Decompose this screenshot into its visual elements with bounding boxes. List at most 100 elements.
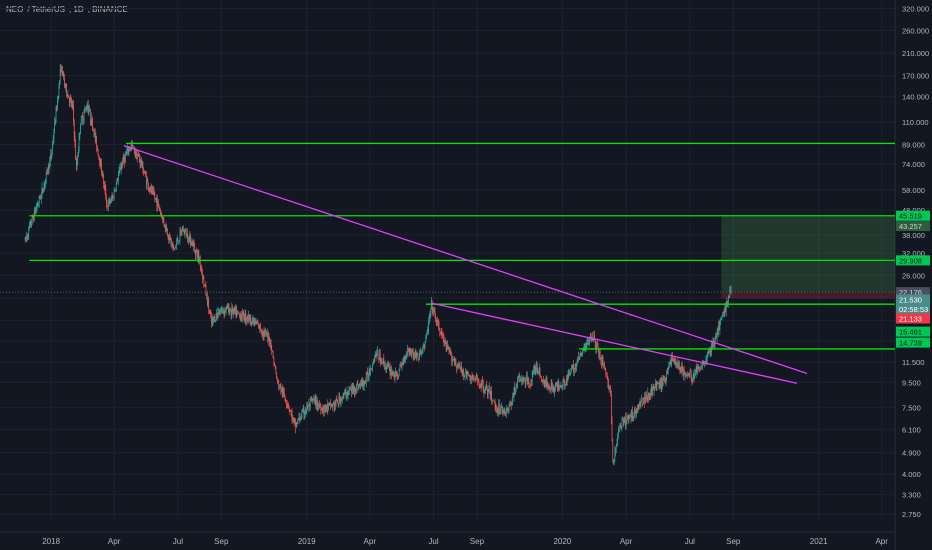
y-tick-label: 6.100 <box>902 425 921 434</box>
candle-body <box>531 372 533 382</box>
candle-body <box>435 315 436 322</box>
candle-body <box>121 162 123 167</box>
candle-body <box>504 411 506 415</box>
x-tick-label: Jul <box>428 537 438 546</box>
candle-body <box>704 360 706 364</box>
candle-body <box>654 388 656 391</box>
price-label-bg <box>896 287 930 298</box>
candle-body <box>28 226 30 237</box>
candle-body <box>730 290 731 293</box>
candle-body <box>43 190 44 193</box>
trend-lines[interactable] <box>123 145 807 384</box>
candle-body <box>648 392 649 398</box>
candle-body <box>201 268 203 273</box>
interval-label[interactable]: 1D <box>73 5 84 14</box>
candle-body <box>79 134 81 135</box>
candle-body <box>59 80 60 85</box>
candle-body <box>322 407 324 411</box>
candle-body <box>195 250 197 256</box>
candle-body <box>592 338 594 341</box>
candle-body <box>503 411 505 413</box>
candle-body <box>172 245 174 247</box>
candle-body <box>520 378 522 380</box>
candle-body <box>641 399 642 403</box>
candle-body <box>432 310 434 312</box>
price-label-bg <box>896 221 930 232</box>
candle-body <box>542 379 544 381</box>
trend-line <box>123 145 807 375</box>
candle-body <box>205 285 207 296</box>
candle-body <box>469 374 471 379</box>
candle-body <box>710 347 712 352</box>
candle-body <box>564 384 566 387</box>
candle-body <box>433 309 435 311</box>
candle-body <box>29 225 30 227</box>
candle-body <box>669 361 671 363</box>
candle-body <box>370 368 372 369</box>
candle-body <box>419 351 421 354</box>
candle-body <box>325 404 326 409</box>
candle-body <box>64 78 65 84</box>
candle-body <box>729 290 731 297</box>
candle-body <box>401 362 403 368</box>
candle-body <box>702 361 703 367</box>
candle-body <box>699 367 701 371</box>
candle-body <box>219 311 221 315</box>
candle-body <box>84 109 86 113</box>
trend-line <box>431 302 798 384</box>
candle-body <box>712 340 714 349</box>
price-label-bg <box>896 304 930 315</box>
candle-body <box>340 398 342 404</box>
candle-body <box>665 377 667 383</box>
candle-body <box>602 357 604 365</box>
candle-body <box>641 399 643 405</box>
candle-body <box>493 400 495 402</box>
candle-body <box>651 385 653 395</box>
x-tick-label: Apr <box>108 537 121 546</box>
candle-body <box>168 237 170 241</box>
candle-body <box>622 419 624 424</box>
candle-body <box>255 321 256 324</box>
candle-body <box>204 283 205 285</box>
candle-body <box>131 144 133 146</box>
candle-body <box>721 316 723 318</box>
candle-body <box>274 364 276 369</box>
candle-body <box>202 276 204 279</box>
candle-body <box>724 305 726 314</box>
y-tick-label: 58.000 <box>902 186 925 195</box>
candle-body <box>223 310 224 312</box>
time-axis[interactable]: 2018 Apr Jul Sep 2019 Apr Jul Sep 2020 Apr Jul Sep 2… <box>42 537 888 546</box>
candle-body <box>182 230 184 232</box>
candle-body <box>619 424 621 431</box>
candle-body <box>370 368 371 374</box>
candle-body <box>108 199 110 201</box>
candle-body <box>244 318 245 321</box>
candle-body <box>99 156 100 163</box>
candle-body <box>648 397 650 399</box>
horizontal-levels[interactable] <box>0 142 895 350</box>
candle-body <box>421 350 423 351</box>
candle-body <box>184 231 186 234</box>
symbol-name[interactable]: NEO <box>6 5 24 14</box>
candle-body <box>691 379 693 383</box>
candle-body <box>649 395 651 398</box>
candle-body <box>80 124 81 135</box>
candle-body <box>29 221 31 226</box>
candle-body <box>695 371 696 373</box>
candle-body <box>354 386 355 393</box>
candle-body <box>51 150 53 157</box>
candle-body <box>578 356 580 359</box>
candle-body <box>143 172 145 174</box>
candle-body <box>415 351 417 359</box>
candle-body <box>613 462 614 464</box>
candle-body <box>278 381 280 388</box>
candle-body <box>32 215 34 218</box>
candle-body <box>211 315 212 324</box>
candle-body <box>39 195 41 199</box>
candle-body <box>424 342 426 348</box>
candle-body <box>692 374 694 380</box>
candle-body <box>491 390 492 402</box>
candle-body <box>538 370 539 372</box>
candle-body <box>434 309 436 316</box>
